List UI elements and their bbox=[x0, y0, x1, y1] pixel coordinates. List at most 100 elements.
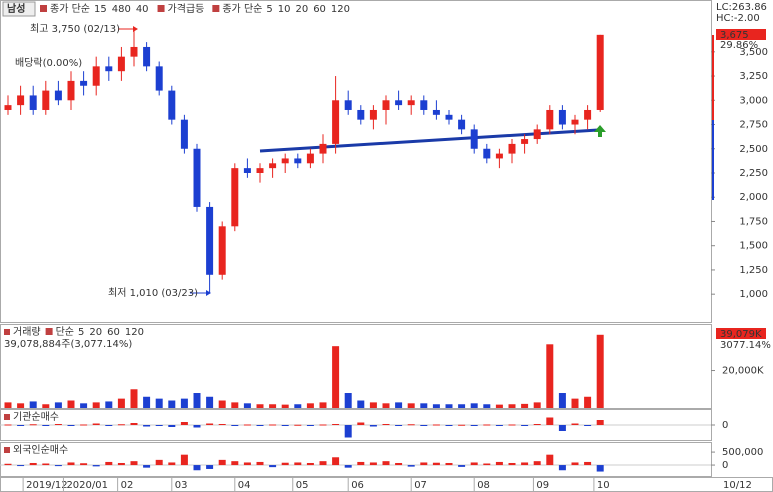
bar bbox=[294, 462, 302, 466]
legend-period: 40 bbox=[136, 4, 149, 15]
legend-period: 20 bbox=[295, 4, 308, 15]
bar bbox=[155, 425, 163, 426]
bar bbox=[357, 400, 365, 408]
candle-body bbox=[206, 206, 214, 275]
bar bbox=[395, 462, 403, 466]
candle-body bbox=[483, 148, 491, 159]
y-tick-label: 500,000 bbox=[722, 447, 763, 458]
legend-swatch bbox=[212, 5, 220, 12]
y-tick-label: 2,000 bbox=[739, 192, 768, 203]
candle-body bbox=[143, 46, 151, 67]
legend-period: 20 bbox=[89, 327, 102, 338]
last-change: 3077.14% bbox=[720, 340, 771, 351]
bar bbox=[17, 403, 25, 408]
last-price-box bbox=[716, 29, 766, 40]
bar bbox=[546, 417, 554, 425]
bar bbox=[105, 425, 113, 426]
bar bbox=[571, 398, 579, 408]
bar bbox=[319, 424, 327, 426]
bar bbox=[143, 425, 151, 427]
bar bbox=[281, 404, 289, 408]
y-tick-label: 0 bbox=[722, 420, 728, 431]
bar bbox=[420, 403, 428, 408]
bar bbox=[445, 462, 453, 466]
bar bbox=[117, 424, 125, 426]
candle-body bbox=[432, 109, 440, 115]
bar bbox=[458, 424, 466, 426]
y-tick-label: 2,500 bbox=[739, 144, 768, 155]
bar bbox=[407, 424, 415, 426]
name-box bbox=[2, 1, 36, 17]
bar bbox=[306, 462, 314, 466]
bar bbox=[432, 462, 440, 466]
y-tick-label: 3,000 bbox=[739, 95, 768, 106]
info-label: 39,078,884주(3,077.14%) bbox=[4, 339, 132, 350]
candle-body bbox=[407, 100, 415, 106]
volume-panel bbox=[0, 324, 712, 409]
candle-body bbox=[92, 66, 100, 86]
bar bbox=[218, 459, 226, 466]
candle-body bbox=[533, 129, 541, 140]
up-arrow-icon bbox=[594, 125, 606, 137]
legend-name: 가격급등 bbox=[168, 2, 205, 15]
bar bbox=[395, 425, 403, 426]
bar bbox=[269, 404, 277, 408]
x-tick-label: 04 bbox=[238, 480, 251, 491]
bar bbox=[180, 454, 188, 466]
panel-swatch bbox=[4, 414, 10, 420]
x-tick-label: 09 bbox=[536, 480, 549, 491]
bar bbox=[42, 463, 50, 466]
candle-body bbox=[231, 168, 239, 227]
bar bbox=[105, 401, 113, 408]
y-tick-label: 20,000K bbox=[722, 366, 764, 377]
bar bbox=[193, 465, 201, 471]
legend-period: 10 bbox=[278, 4, 291, 15]
candle-body bbox=[382, 100, 390, 110]
candle-body bbox=[105, 66, 113, 72]
legend-period: 60 bbox=[313, 4, 326, 15]
y-tick-label: 3,500 bbox=[739, 47, 768, 58]
bar bbox=[546, 344, 554, 408]
bar bbox=[445, 425, 453, 426]
bar bbox=[306, 403, 314, 408]
bar bbox=[294, 424, 302, 426]
bar bbox=[495, 461, 503, 466]
info-label: LC:263.86 bbox=[716, 2, 767, 13]
panel-swatch bbox=[4, 329, 10, 335]
bar bbox=[218, 400, 226, 408]
panel-title: 외국인순매수 bbox=[13, 444, 68, 456]
candle-body bbox=[193, 148, 201, 207]
bar bbox=[495, 425, 503, 426]
y-tick-label: 3,250 bbox=[739, 71, 768, 82]
legend-period: 5 bbox=[78, 327, 84, 338]
bar bbox=[584, 396, 592, 408]
bar bbox=[483, 424, 491, 426]
main-panel bbox=[0, 0, 712, 323]
candle-body bbox=[445, 114, 453, 120]
legend-swatch bbox=[157, 5, 165, 12]
bar bbox=[395, 402, 403, 408]
bar bbox=[584, 425, 592, 426]
legend-period: 120 bbox=[125, 327, 144, 338]
candle-body bbox=[546, 109, 554, 130]
bar bbox=[206, 465, 214, 469]
low-arrow-head bbox=[206, 290, 211, 296]
bar bbox=[319, 402, 327, 408]
x-tick-label: 06 bbox=[351, 480, 364, 491]
bar bbox=[420, 425, 428, 426]
x-tick-label: 2019/12 bbox=[26, 480, 68, 491]
bar bbox=[445, 404, 453, 408]
bar bbox=[67, 400, 75, 408]
candle-body bbox=[584, 109, 592, 120]
trend-line bbox=[259, 128, 599, 153]
candle-body bbox=[155, 66, 163, 91]
bar bbox=[432, 404, 440, 408]
bar bbox=[243, 462, 251, 466]
bar bbox=[80, 424, 88, 426]
bar bbox=[206, 396, 214, 408]
bar bbox=[382, 424, 390, 425]
candle-body bbox=[130, 46, 138, 57]
bar bbox=[42, 404, 50, 408]
